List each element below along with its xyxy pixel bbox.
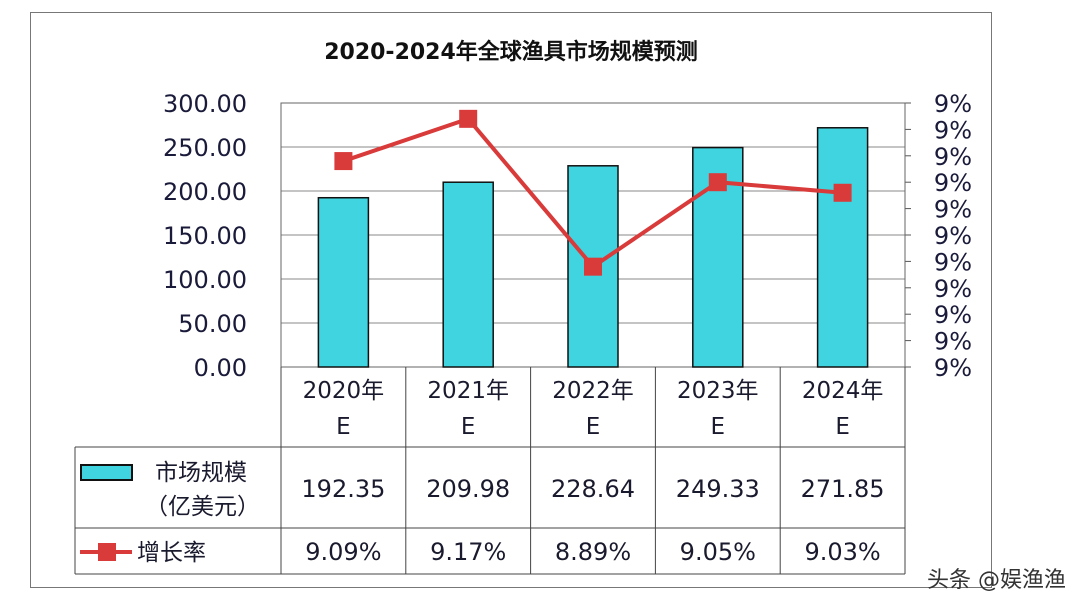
table-cell-value: 192.35	[301, 475, 385, 503]
table-cell-value: 8.89%	[555, 538, 631, 566]
x-tick-label: E	[461, 414, 476, 440]
y-left-tick-label: 150.00	[163, 222, 247, 250]
line-marker	[584, 257, 602, 276]
legend-line-label: 增长率	[137, 540, 206, 566]
line-marker	[334, 152, 353, 171]
y-left-tick-label: 200.00	[163, 178, 247, 206]
chart-frame	[30, 12, 992, 588]
y-left-tick-label: 0.00	[194, 354, 247, 382]
table-cell-value: 228.64	[551, 475, 635, 503]
x-tick-label: E	[336, 414, 351, 440]
y-right-tick-label: 9%	[934, 196, 972, 224]
line-marker	[708, 173, 727, 192]
x-tick-label: 2022年	[552, 378, 634, 404]
x-tick-label: 2021年	[427, 378, 509, 404]
bar	[816, 127, 869, 368]
bar	[317, 196, 370, 368]
legend-bar-unit: （亿美元）	[145, 494, 260, 520]
y-right-tick-label: 9%	[934, 116, 972, 144]
y-right-tick-label: 9%	[934, 169, 972, 197]
table-cell-value: 271.85	[801, 475, 885, 503]
y-right-tick-label: 9%	[934, 354, 972, 382]
table-cell-value: 9.17%	[430, 538, 506, 566]
y-right-tick-label: 9%	[934, 328, 972, 356]
x-tick-label: 2024年	[802, 378, 884, 404]
x-tick-label: E	[586, 414, 601, 440]
chart-title: 2020-2024年全球渔具市场规模预测	[324, 40, 698, 65]
x-tick-label: 2023年	[677, 378, 759, 404]
legend-bar-label: 市场规模	[155, 460, 247, 486]
y-left-tick-label: 250.00	[163, 134, 247, 162]
y-left-tick-label: 300.00	[163, 90, 247, 118]
watermark: 头条 @娱渔渔	[927, 568, 1066, 593]
legend-line-marker	[98, 543, 116, 561]
legend-bar-swatch	[80, 464, 133, 481]
y-right-tick-label: 9%	[934, 301, 972, 329]
table-cell-value: 9.09%	[305, 538, 381, 566]
y-right-tick-label: 9%	[934, 248, 972, 276]
table-cell-value: 9.03%	[804, 538, 880, 566]
x-tick-label: 2020年	[303, 378, 385, 404]
y-right-tick-label: 9%	[934, 275, 972, 303]
table-cell-value: 249.33	[676, 475, 760, 503]
bar	[442, 181, 494, 368]
table-cell-value: 9.05%	[680, 538, 756, 566]
line-marker	[833, 183, 852, 202]
x-tick-label: E	[835, 414, 850, 440]
y-left-tick-label: 100.00	[163, 266, 247, 294]
y-right-tick-label: 9%	[934, 222, 972, 250]
y-right-tick-label: 9%	[934, 143, 972, 171]
table-cell-value: 209.98	[426, 475, 510, 503]
y-right-tick-label: 9%	[934, 90, 972, 118]
y-left-tick-label: 50.00	[178, 310, 247, 338]
x-tick-label: E	[711, 414, 726, 440]
line-marker	[459, 109, 478, 128]
